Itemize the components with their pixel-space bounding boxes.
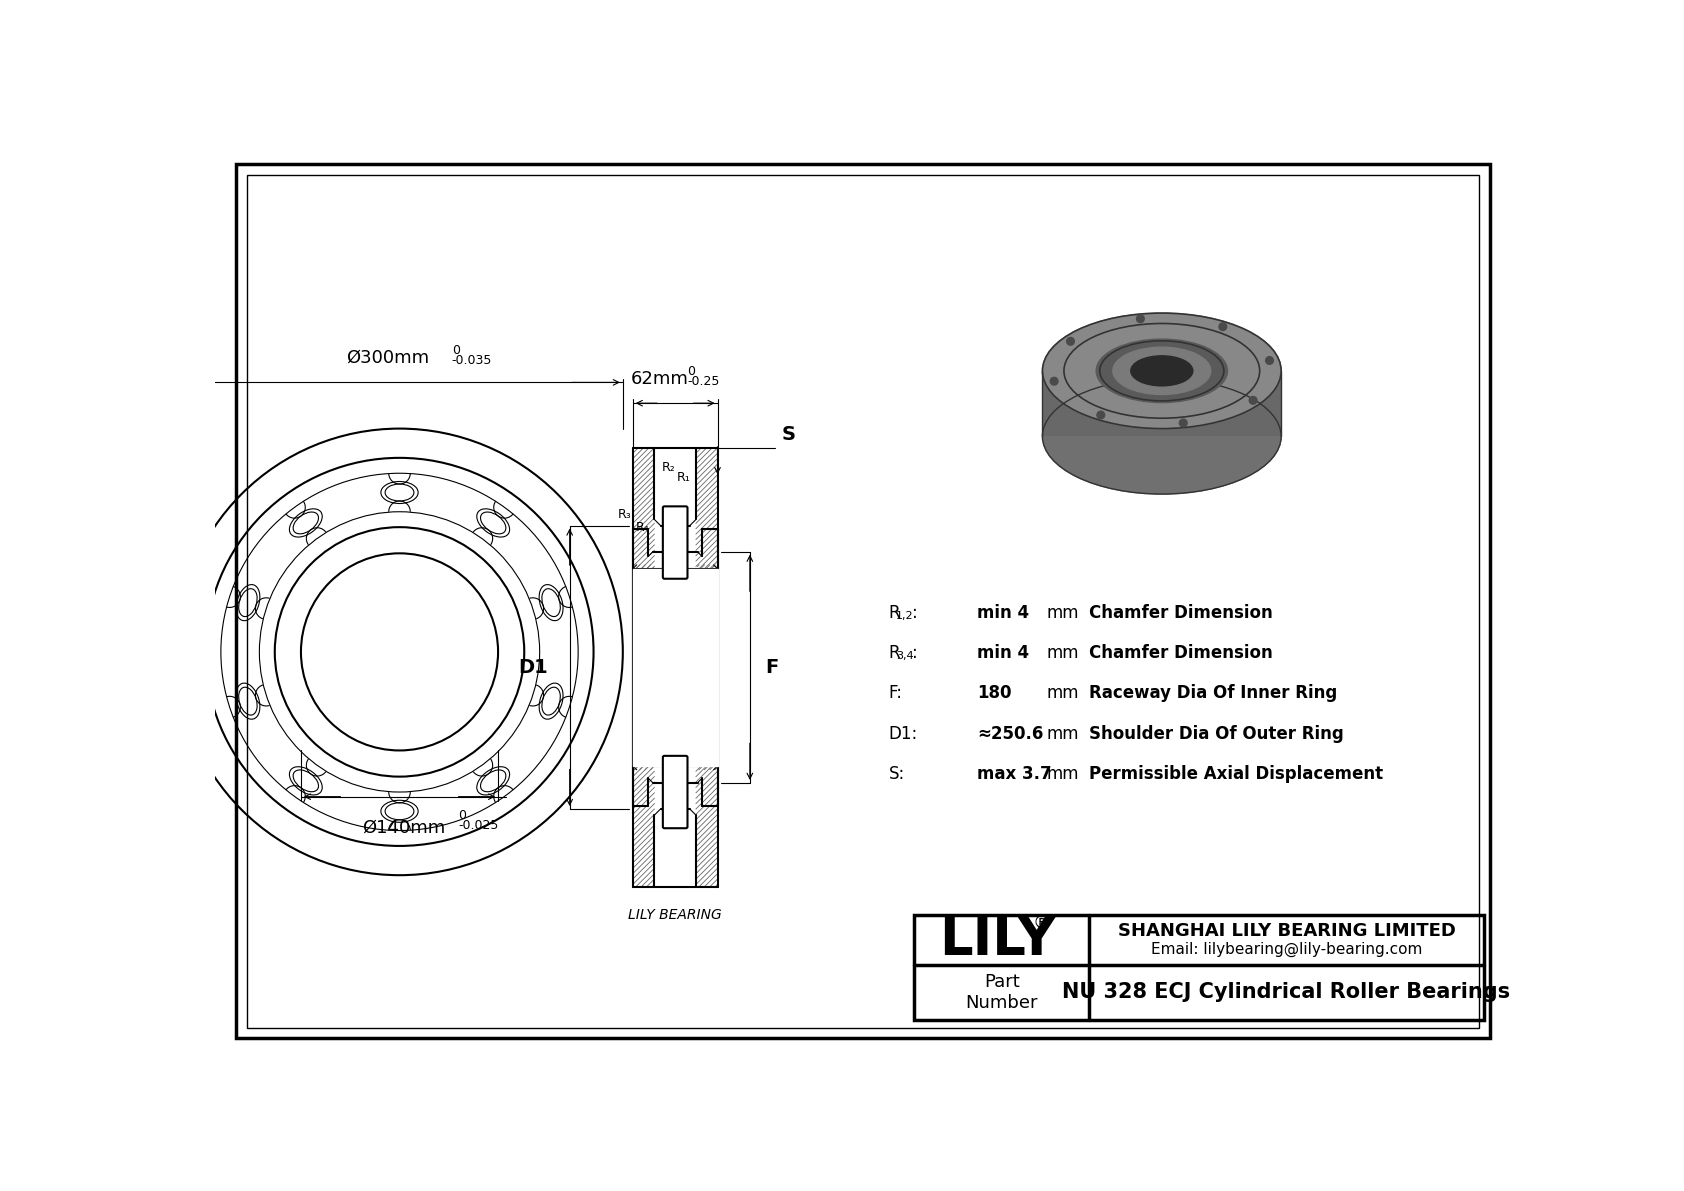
Text: -0.035: -0.035 [451, 354, 492, 367]
Text: S: S [781, 425, 795, 444]
Bar [633, 569, 717, 766]
Text: S:: S: [889, 765, 904, 782]
Ellipse shape [1042, 379, 1282, 494]
Text: mm: mm [1046, 604, 1079, 623]
Text: :: : [911, 644, 918, 662]
Text: -0.25: -0.25 [687, 375, 719, 388]
Ellipse shape [1113, 347, 1211, 394]
Text: Ø300mm: Ø300mm [347, 349, 429, 367]
Circle shape [1250, 397, 1256, 404]
Text: 62mm: 62mm [632, 369, 689, 388]
Ellipse shape [1096, 339, 1228, 403]
Text: 3,4: 3,4 [896, 650, 914, 661]
Circle shape [1137, 314, 1143, 323]
Text: SHANGHAI LILY BEARING LIMITED: SHANGHAI LILY BEARING LIMITED [1118, 922, 1455, 940]
Bar [914, 915, 1484, 1019]
Text: Chamfer Dimension: Chamfer Dimension [1088, 644, 1273, 662]
Text: mm: mm [1046, 685, 1079, 703]
Text: Shoulder Dia Of Outer Ring: Shoulder Dia Of Outer Ring [1088, 724, 1344, 742]
Circle shape [1051, 378, 1058, 385]
Text: min 4: min 4 [977, 604, 1029, 623]
Text: F: F [765, 657, 778, 676]
Ellipse shape [1130, 356, 1192, 386]
Text: 1,2: 1,2 [896, 611, 914, 621]
Text: D1:: D1: [889, 724, 918, 742]
Text: 180: 180 [977, 685, 1012, 703]
Text: R: R [889, 644, 899, 662]
Circle shape [1179, 419, 1187, 426]
Text: 0: 0 [687, 364, 695, 378]
Text: R₄: R₄ [637, 520, 650, 534]
Text: Raceway Dia Of Inner Ring: Raceway Dia Of Inner Ring [1088, 685, 1337, 703]
Text: ®: ® [1032, 913, 1051, 931]
Text: 0: 0 [451, 344, 460, 357]
Text: mm: mm [1046, 724, 1079, 742]
Text: mm: mm [1046, 765, 1079, 782]
Circle shape [1219, 323, 1226, 331]
Polygon shape [1042, 370, 1282, 436]
Text: R₃: R₃ [618, 509, 632, 522]
Text: Ø140mm: Ø140mm [362, 818, 445, 836]
Text: min 4: min 4 [977, 644, 1029, 662]
Text: Part
Number: Part Number [965, 973, 1037, 1011]
Text: F:: F: [889, 685, 903, 703]
Text: R₁: R₁ [677, 470, 690, 484]
Text: D1: D1 [519, 657, 547, 676]
Text: R₂: R₂ [662, 461, 675, 474]
Text: :: : [911, 604, 918, 623]
Text: -0.025: -0.025 [458, 819, 498, 833]
Text: ≈250.6: ≈250.6 [977, 724, 1044, 742]
Text: LILY: LILY [940, 913, 1056, 966]
Ellipse shape [1042, 313, 1282, 429]
Text: R: R [889, 604, 899, 623]
Circle shape [1066, 337, 1074, 345]
Circle shape [1266, 356, 1273, 364]
Text: Email: lilybearing@lily-bearing.com: Email: lilybearing@lily-bearing.com [1150, 942, 1423, 956]
FancyBboxPatch shape [663, 506, 687, 579]
FancyBboxPatch shape [663, 756, 687, 828]
Text: mm: mm [1046, 644, 1079, 662]
Text: Permissible Axial Displacement: Permissible Axial Displacement [1088, 765, 1383, 782]
Text: NU 328 ECJ Cylindrical Roller Bearings: NU 328 ECJ Cylindrical Roller Bearings [1063, 983, 1511, 1003]
Text: max 3.7: max 3.7 [977, 765, 1051, 782]
Circle shape [1096, 411, 1105, 419]
Text: 0: 0 [458, 809, 466, 822]
Text: Chamfer Dimension: Chamfer Dimension [1088, 604, 1273, 623]
Text: LILY BEARING: LILY BEARING [628, 909, 722, 922]
Circle shape [301, 554, 497, 749]
